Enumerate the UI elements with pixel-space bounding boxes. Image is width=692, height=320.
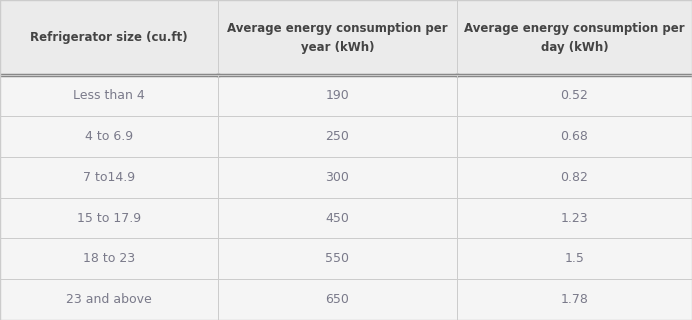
Bar — [457, 238, 692, 279]
Bar — [457, 0, 692, 75]
Bar — [218, 279, 457, 320]
Bar — [218, 116, 457, 157]
Bar — [457, 279, 692, 320]
Text: 450: 450 — [325, 212, 349, 225]
Bar — [0, 197, 218, 238]
Text: Average energy consumption per
day (kWh): Average energy consumption per day (kWh) — [464, 21, 684, 53]
Bar — [0, 116, 218, 157]
Text: 1.78: 1.78 — [561, 293, 588, 306]
Bar — [457, 116, 692, 157]
Text: 250: 250 — [325, 130, 349, 143]
Text: 7 to14.9: 7 to14.9 — [83, 171, 135, 184]
Bar — [218, 238, 457, 279]
Bar — [218, 75, 457, 116]
Text: 650: 650 — [325, 293, 349, 306]
Bar — [457, 157, 692, 197]
Bar — [0, 238, 218, 279]
Bar — [218, 197, 457, 238]
Text: Less than 4: Less than 4 — [73, 89, 145, 102]
Bar — [0, 279, 218, 320]
Text: Refrigerator size (cu.ft): Refrigerator size (cu.ft) — [30, 31, 188, 44]
Bar — [0, 157, 218, 197]
Text: 0.68: 0.68 — [561, 130, 588, 143]
Bar — [457, 75, 692, 116]
Text: 0.82: 0.82 — [561, 171, 588, 184]
Text: Average energy consumption per
year (kWh): Average energy consumption per year (kWh… — [227, 21, 448, 53]
Text: 15 to 17.9: 15 to 17.9 — [77, 212, 141, 225]
Text: 300: 300 — [325, 171, 349, 184]
Bar — [0, 0, 218, 75]
Text: 23 and above: 23 and above — [66, 293, 152, 306]
Text: 550: 550 — [325, 252, 349, 265]
Bar — [218, 0, 457, 75]
Bar — [457, 197, 692, 238]
Bar — [218, 157, 457, 197]
Bar — [0, 75, 218, 116]
Text: 1.23: 1.23 — [561, 212, 588, 225]
Text: 4 to 6.9: 4 to 6.9 — [85, 130, 133, 143]
Text: 0.52: 0.52 — [561, 89, 588, 102]
Text: 18 to 23: 18 to 23 — [83, 252, 135, 265]
Text: 1.5: 1.5 — [565, 252, 584, 265]
Text: 190: 190 — [325, 89, 349, 102]
